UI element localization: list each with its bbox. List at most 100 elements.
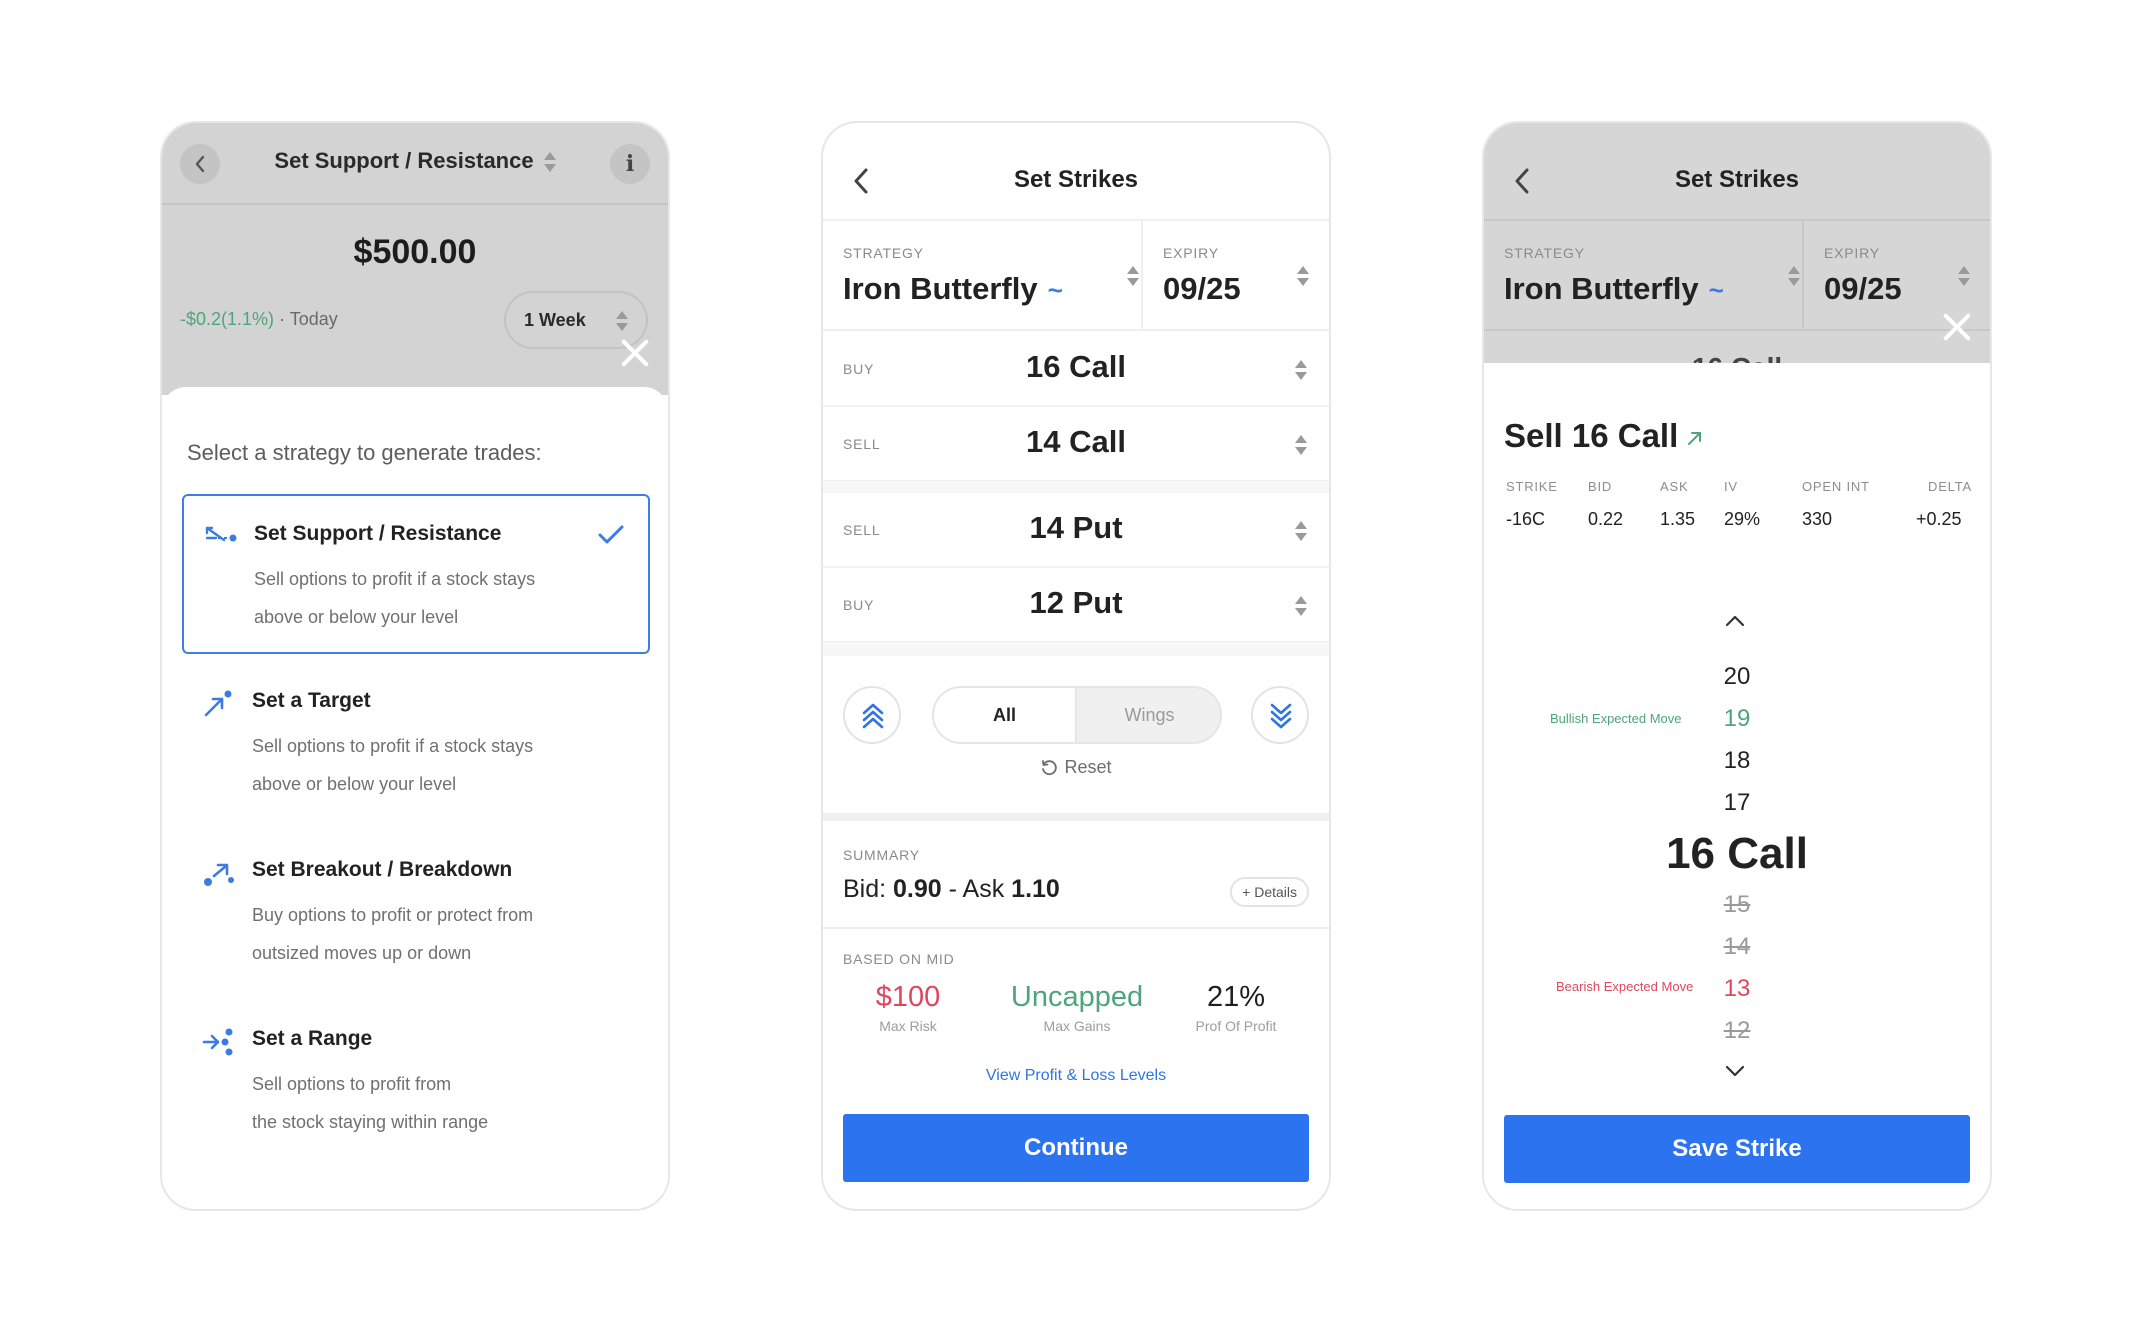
sort-arrows-icon[interactable] xyxy=(1127,265,1139,287)
chevron-down-icon[interactable] xyxy=(1722,1063,1748,1079)
strategy-option-breakout[interactable]: Set Breakout / Breakdown Buy options to … xyxy=(182,832,650,992)
ask-label: - Ask xyxy=(941,875,1012,903)
page-title[interactable]: Set Support / Resistance xyxy=(162,148,668,174)
leg-separator xyxy=(823,483,1329,493)
stat-label: Max Risk xyxy=(879,1018,937,1034)
sort-arrows-icon[interactable] xyxy=(1295,434,1307,456)
sort-arrows-icon[interactable] xyxy=(1297,265,1309,287)
expiry-selector[interactable]: 09/25 xyxy=(1824,271,1902,306)
sort-arrows-icon[interactable] xyxy=(1295,595,1307,617)
divider xyxy=(1802,221,1804,329)
close-icon[interactable] xyxy=(620,338,650,368)
page-title-label: Set Support / Resistance xyxy=(274,148,534,173)
shift-up-button[interactable] xyxy=(843,686,901,744)
quote-value: 29% xyxy=(1724,509,1761,529)
chevron-up-icon[interactable] xyxy=(1722,613,1748,629)
strategy-description-line: the stock staying within range xyxy=(252,1112,489,1132)
stock-header-overlay: Set Support / Resistance i $500.00 -$0.2… xyxy=(162,123,668,395)
double-chevron-down-icon xyxy=(1270,703,1292,729)
leg-row[interactable]: SELL 14 Call xyxy=(823,408,1329,482)
continue-button[interactable]: Continue xyxy=(843,1114,1309,1182)
bid-value: 0.90 xyxy=(893,875,942,903)
back-chevron-icon[interactable] xyxy=(851,167,871,195)
info-button[interactable]: i xyxy=(610,144,650,184)
period-label: 1 Week xyxy=(524,309,586,330)
bid-ask: Bid: 0.90 - Ask 1.10 xyxy=(843,875,1060,904)
toggle-all[interactable]: All xyxy=(934,688,1077,742)
reset-icon xyxy=(1042,760,1058,776)
sheet-title: Sell 16 Call xyxy=(1504,417,1704,455)
strike-sheet: Sell 16 Call STRIKE BID ASK IV OPEN INT … xyxy=(1484,363,1990,1209)
strike-option[interactable]: 17 xyxy=(1723,789,1751,816)
strategy-title: Set Breakout / Breakdown xyxy=(252,858,513,881)
strategy-description-line: Buy options to profit or protect from xyxy=(252,905,534,925)
toggle-wings[interactable]: Wings xyxy=(1124,704,1175,725)
expiry-selector[interactable]: 09/25 xyxy=(1163,271,1241,306)
reset-button[interactable]: Reset xyxy=(823,757,1329,778)
leg-row[interactable]: BUY 16 Call xyxy=(823,333,1329,407)
quote-header: ASK xyxy=(1660,479,1689,494)
price-change-period: · Today xyxy=(274,309,338,329)
price-change-value: -$0.2(1.1%) xyxy=(180,309,275,329)
range-icon xyxy=(202,1028,233,1056)
section-divider xyxy=(823,813,1329,821)
sort-arrows-icon[interactable] xyxy=(1788,265,1800,287)
quote-header: DELTA xyxy=(1928,479,1972,494)
strategy-option-range[interactable]: Set a Range Sell options to profit from t… xyxy=(182,1001,650,1161)
leg-strike: 14 Put xyxy=(1029,510,1123,545)
support-resistance-icon xyxy=(205,526,237,542)
strategy-option-target[interactable]: Set a Target Sell options to profit if a… xyxy=(182,663,650,823)
target-icon xyxy=(204,690,232,717)
summary-label: SUMMARY xyxy=(843,847,920,863)
bullish-move-label: Bullish Expected Move xyxy=(1550,711,1682,726)
sort-arrows-icon[interactable] xyxy=(1295,359,1307,381)
leg-strike: 16 Call xyxy=(1026,349,1126,384)
strategy-description-line: above or below your level xyxy=(254,607,459,627)
breakout-icon xyxy=(204,863,234,886)
strike-picker-screen: Set Strikes STRATEGY Iron Butterfly ~ EXP… xyxy=(1482,121,1992,1211)
based-on-mid-label: BASED ON MID xyxy=(843,951,955,967)
double-chevron-up-icon xyxy=(862,703,884,729)
close-icon[interactable] xyxy=(1942,312,1972,342)
strategy-description-line: above or below your level xyxy=(252,774,457,794)
quote-value: 330 xyxy=(1802,509,1833,529)
strategy-value: Iron Butterfly xyxy=(1504,271,1699,306)
period-selector[interactable]: 1 Week xyxy=(504,291,648,349)
back-button[interactable] xyxy=(180,144,220,184)
stat-label: Max Gains xyxy=(1043,1018,1111,1034)
strategy-description: Buy options to profit or protect from out… xyxy=(252,896,582,972)
reset-label: Reset xyxy=(1064,757,1112,777)
stat-value: $100 xyxy=(875,981,941,1013)
strike-option[interactable]: 13 xyxy=(1723,975,1751,1002)
stat-value: Uncapped xyxy=(1010,981,1144,1013)
strategy-description-line: Sell options to profit if a stock stays xyxy=(252,736,534,756)
save-strike-button[interactable]: Save Strike xyxy=(1504,1115,1970,1183)
shift-down-button[interactable] xyxy=(1251,686,1309,744)
sort-arrows-icon[interactable] xyxy=(1958,265,1970,287)
max-gains-stat: Uncapped Max Gains xyxy=(997,981,1157,1034)
strategy-description: Sell options to profit from the stock sta… xyxy=(252,1065,582,1141)
sort-arrows-icon[interactable] xyxy=(1295,520,1307,542)
leg-row[interactable]: BUY 12 Put xyxy=(823,569,1329,643)
strategy-selector[interactable]: Iron Butterfly ~ xyxy=(1504,271,1724,307)
leg-row[interactable]: SELL 14 Put xyxy=(823,494,1329,568)
leg-side: BUY xyxy=(843,597,875,613)
strike-option[interactable]: 19 xyxy=(1723,705,1751,732)
selected-strike[interactable]: 16 Call xyxy=(1666,829,1808,878)
strike-option[interactable]: 18 xyxy=(1723,747,1751,774)
stat-label: Prof Of Profit xyxy=(1195,1018,1277,1034)
quote-value: -16C xyxy=(1506,509,1546,529)
profit-loss-link[interactable]: View Profit & Loss Levels xyxy=(985,1067,1167,1084)
leg-side: SELL xyxy=(843,436,881,452)
strike-option-disabled: 15 xyxy=(1723,891,1751,918)
expiry-label: EXPIRY xyxy=(1163,245,1219,261)
strike-option[interactable]: 20 xyxy=(1723,663,1751,690)
strategy-option-support-resistance[interactable]: Set Support / Resistance Sell options to… xyxy=(182,494,650,654)
strategy-expiry-row: STRATEGY Iron Butterfly ~ EXPIRY 09/25 xyxy=(823,219,1329,331)
details-button[interactable]: + Details xyxy=(1230,877,1309,907)
quote-header: BID xyxy=(1588,479,1613,494)
leg-side: BUY xyxy=(843,361,875,377)
leg-strike: 14 Call xyxy=(1026,424,1126,459)
strategy-selector[interactable]: Iron Butterfly ~ xyxy=(843,271,1063,307)
back-chevron-icon[interactable] xyxy=(1512,167,1532,195)
